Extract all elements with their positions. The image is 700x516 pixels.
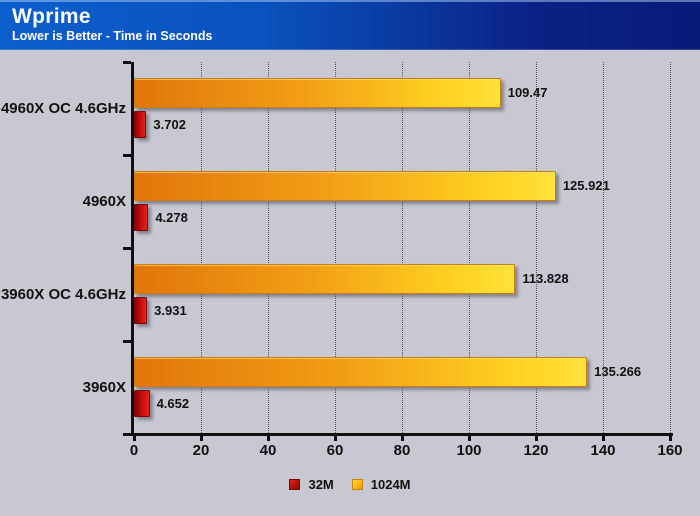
gridline-120 xyxy=(536,62,537,433)
x-axis-tick-120 xyxy=(535,436,538,441)
x-axis-tick-140 xyxy=(602,436,605,441)
x-tick-label-120: 120 xyxy=(523,442,549,459)
bar-32m-cat2 xyxy=(134,297,148,324)
chart-header: Wprime Lower is Better - Time in Seconds xyxy=(0,0,700,50)
value-label-32m-cat2: 3.931 xyxy=(154,303,187,318)
value-label-32m-cat3: 4.652 xyxy=(156,396,190,411)
bar-32m-cat1 xyxy=(134,204,149,231)
chart-subtitle: Lower is Better - Time in Seconds xyxy=(12,29,213,43)
bar-1024m-cat2 xyxy=(134,264,516,294)
legend-label-1024m: 1024M xyxy=(370,476,411,492)
chart-title: Wprime xyxy=(12,5,91,28)
x-tick-label-80: 80 xyxy=(393,442,411,459)
legend-label-32m: 32M xyxy=(308,476,334,492)
value-label-1024m-cat1: 125.921 xyxy=(562,178,610,193)
x-axis-tick-60 xyxy=(334,436,337,441)
x-tick-label-0: 0 xyxy=(129,442,139,459)
gridline-60 xyxy=(335,62,336,433)
gridline-40 xyxy=(268,62,269,433)
x-axis xyxy=(131,433,673,436)
x-axis-tick-0 xyxy=(133,436,136,441)
value-label-1024m-cat0: 109.47 xyxy=(507,85,548,100)
category-label-cat2: 3960X OC 4.6GHz xyxy=(0,286,126,303)
value-label-1024m-cat2: 113.828 xyxy=(522,271,569,286)
category-label-cat0: 4960X OC 4.6GHz xyxy=(0,100,126,117)
x-tick-label-160: 160 xyxy=(657,442,683,459)
value-label-32m-cat1: 4.278 xyxy=(155,210,188,225)
x-tick-label-140: 140 xyxy=(590,442,616,459)
y-axis-tick-3 xyxy=(123,340,131,343)
x-axis-tick-160 xyxy=(669,436,672,441)
y-axis-tick-0 xyxy=(123,61,131,64)
x-axis-tick-80 xyxy=(401,436,404,441)
bar-1024m-cat3 xyxy=(134,357,588,387)
gridline-100 xyxy=(469,62,470,433)
value-label-1024m-cat3: 135.266 xyxy=(594,364,642,379)
legend-swatch-1024m-icon xyxy=(351,478,363,490)
category-label-cat1: 4960X xyxy=(82,193,126,210)
x-tick-label-40: 40 xyxy=(259,442,277,459)
gridline-140 xyxy=(603,62,604,433)
x-tick-label-60: 60 xyxy=(326,442,344,459)
x-tick-label-20: 20 xyxy=(192,442,210,459)
x-axis-tick-100 xyxy=(468,436,471,441)
bar-1024m-cat1 xyxy=(134,171,556,201)
y-axis-tick-4 xyxy=(123,433,131,436)
x-axis-tick-40 xyxy=(267,436,270,441)
y-axis xyxy=(131,62,134,436)
gridline-80 xyxy=(402,62,403,433)
gridline-20 xyxy=(201,62,202,433)
legend-swatch-32m-icon xyxy=(289,478,301,490)
gridline-160 xyxy=(670,62,671,433)
value-label-32m-cat0: 3.702 xyxy=(153,117,186,132)
y-axis-tick-1 xyxy=(123,154,131,157)
legend: 32M 1024M xyxy=(0,476,700,492)
x-tick-label-100: 100 xyxy=(456,442,482,459)
y-axis-tick-2 xyxy=(123,247,131,250)
category-label-cat3: 3960X xyxy=(82,379,126,396)
bar-32m-cat3 xyxy=(134,390,150,417)
bar-1024m-cat0 xyxy=(134,78,501,108)
x-axis-tick-20 xyxy=(200,436,203,441)
bar-32m-cat0 xyxy=(134,111,147,138)
